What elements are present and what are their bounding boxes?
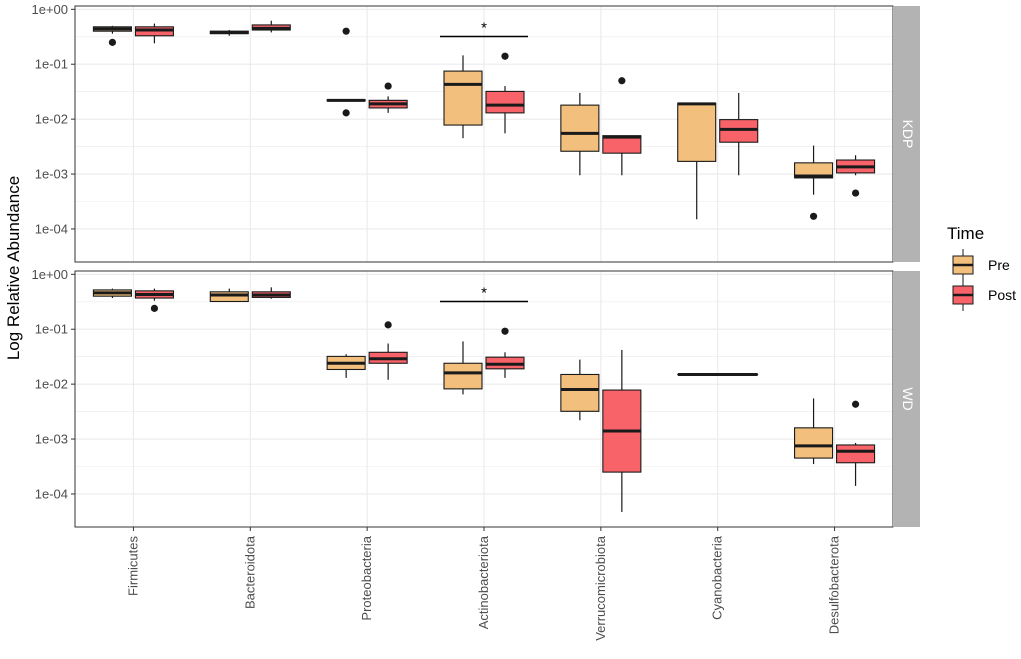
- panel-wd-grid: [75, 271, 893, 527]
- x-axis: Firmicutes Bacteroidota Proteobacteria Acti…: [125, 527, 842, 641]
- panel-wd-y-axis: 1e+00 1e-01 1e-02 1e-03 1e-04: [31, 267, 75, 501]
- outlier-point: [384, 321, 392, 329]
- significance-label: *: [481, 285, 487, 302]
- outlier-point: [851, 189, 860, 197]
- box-iqr: [836, 444, 876, 464]
- box-cyanobacteria-pre: [677, 102, 717, 220]
- panel-kdp-y-axis: 1e+00 1e-01 1e-02 1e-03 1e-04: [31, 2, 75, 236]
- x-tick-label-actinobacteriota: Actinobacteriota: [476, 535, 491, 629]
- box-proteobacteria-pre: [326, 354, 366, 378]
- x-tick-label-bacteroidota: Bacteroidota: [242, 535, 257, 609]
- panels: 1e+001e-011e-021e-031e-04*KDP1e+001e-011…: [31, 2, 920, 528]
- panel-wd: 1e+00 1e-01 1e-02 1e-03 1e-04 * WD: [31, 267, 920, 528]
- box-firmicutes-pre: [92, 25, 132, 46]
- y-tick-label: 1e+00: [31, 267, 68, 282]
- box-proteobacteria-post: [368, 321, 408, 380]
- panel-kdp-series-post: [134, 20, 876, 197]
- panel-kdp-grid: [75, 6, 893, 262]
- legend: Time Pre Post: [947, 224, 1016, 311]
- box-iqr: [794, 162, 834, 179]
- box-actinobacteriota-pre: [443, 341, 483, 395]
- outlier-point: [851, 400, 860, 408]
- box-actinobacteriota-post: [485, 327, 525, 378]
- box-bacteroidota-post: [251, 20, 291, 33]
- panel-wd-strip: WD: [893, 271, 920, 527]
- strip-background: [893, 271, 920, 527]
- strip-label: KDP: [900, 120, 916, 149]
- outlier-point: [384, 82, 392, 90]
- box-iqr: [677, 102, 717, 162]
- y-tick-label: 1e-02: [35, 112, 68, 127]
- panel-kdp-series-pre: [92, 25, 834, 220]
- box-verrucomicrobiota-pre: [560, 359, 600, 421]
- box-verrucomicrobiota-post: [602, 349, 642, 512]
- y-tick-label: 1e-01: [35, 322, 68, 337]
- legend-entry-pre: Pre: [952, 249, 1010, 281]
- box-actinobacteriota-post: [485, 52, 525, 134]
- legend-label-pre: Pre: [988, 257, 1010, 273]
- outlier-point: [150, 304, 159, 312]
- box-proteobacteria-pre: [326, 27, 366, 117]
- legend-label-post: Post: [988, 287, 1016, 303]
- outlier-point: [501, 52, 509, 60]
- legend-entry-post: Post: [952, 279, 1016, 311]
- outlier-point: [342, 109, 350, 117]
- y-tick-label: 1e+00: [31, 2, 68, 17]
- box-cyanobacteria-post: [719, 92, 759, 176]
- box-verrucomicrobiota-pre: [560, 92, 600, 176]
- y-tick-label: 1e-04: [35, 221, 68, 236]
- box-iqr: [443, 70, 483, 126]
- box-bacteroidota-post: [251, 287, 291, 299]
- y-tick-label: 1e-03: [35, 432, 68, 447]
- box-actinobacteriota-pre: [443, 55, 483, 139]
- outlier-point: [809, 212, 818, 220]
- box-desulfobacterota-post: [836, 400, 876, 486]
- panel-wd-significance: *: [440, 285, 528, 303]
- box-iqr: [209, 291, 249, 303]
- panel-wd-series-post: [134, 287, 876, 512]
- outlier-point: [108, 38, 117, 46]
- x-tick-label-firmicutes: Firmicutes: [125, 536, 140, 596]
- x-tick-label-proteobacteria: Proteobacteria: [359, 535, 374, 620]
- significance-label: *: [481, 20, 487, 37]
- strip-background: [893, 6, 920, 262]
- outlier-point: [618, 77, 626, 85]
- outlier-point: [501, 327, 509, 335]
- panel-kdp: 1e+00 1e-01 1e-02 1e-03 1e-04 * KDP: [31, 2, 920, 263]
- x-tick-label-desulfobacterota: Desulfobacterota: [827, 535, 842, 634]
- panel-kdp-significance: *: [440, 20, 528, 38]
- legend-title: Time: [947, 224, 984, 243]
- strip-label: WD: [900, 387, 916, 410]
- y-tick-label: 1e-01: [35, 57, 68, 72]
- x-tick-label-cyanobacteria: Cyanobacteria: [710, 535, 725, 620]
- outlier-point: [342, 27, 350, 35]
- panel-kdp-strip: KDP: [893, 6, 920, 262]
- x-tick-label-verrucomicrobiota: Verrucomicrobiota: [593, 535, 608, 641]
- box-iqr: [794, 427, 834, 459]
- box-firmicutes-post: [134, 23, 174, 44]
- y-axis-title: Log Relative Abundance: [4, 176, 23, 360]
- box-firmicutes-pre: [92, 288, 132, 299]
- box-desulfobacterota-pre: [794, 145, 834, 220]
- box-verrucomicrobiota-post: [602, 77, 642, 176]
- box-iqr: [719, 119, 759, 143]
- box-iqr: [560, 104, 600, 152]
- y-tick-label: 1e-04: [35, 486, 68, 501]
- box-iqr: [485, 90, 525, 114]
- box-proteobacteria-post: [368, 82, 408, 113]
- panel-wd-series-pre: [92, 288, 834, 465]
- box-bacteroidota-pre: [209, 288, 249, 303]
- y-tick-label: 1e-03: [35, 167, 68, 182]
- box-iqr: [560, 373, 600, 412]
- box-iqr: [443, 362, 483, 390]
- y-tick-label: 1e-02: [35, 377, 68, 392]
- box-desulfobacterota-post: [836, 155, 876, 197]
- box-firmicutes-post: [134, 288, 174, 312]
- box-bacteroidota-pre: [209, 30, 249, 36]
- box-desulfobacterota-pre: [794, 398, 834, 465]
